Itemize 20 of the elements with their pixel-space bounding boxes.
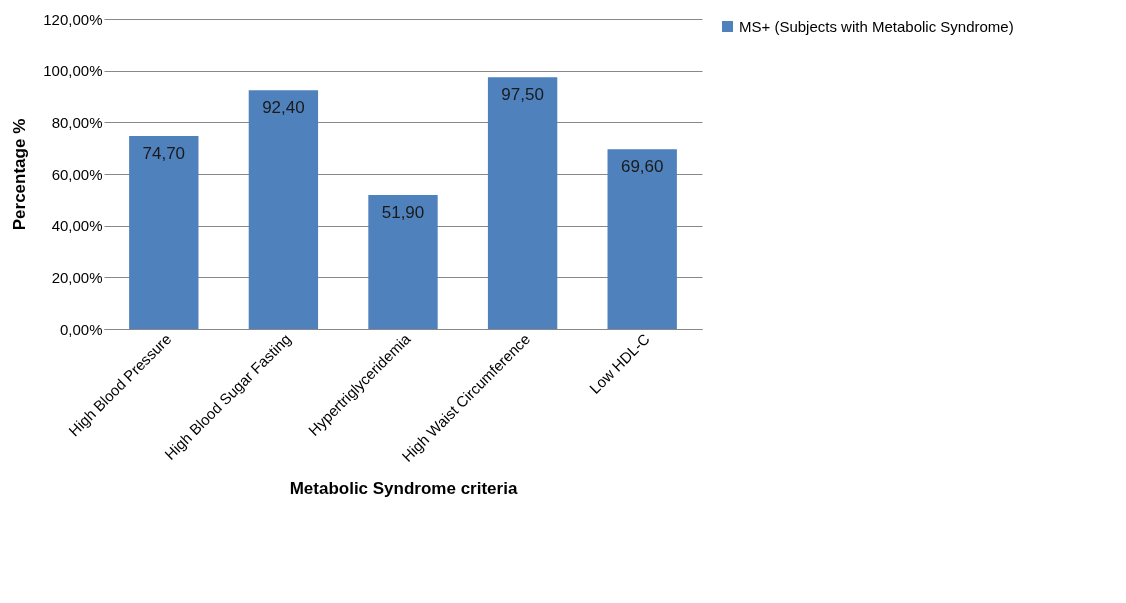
x-axis-title: Metabolic Syndrome criteria: [289, 478, 518, 498]
data-label: 97,50: [501, 85, 544, 105]
y-tick-label: 40,00%: [51, 217, 103, 235]
bar: [487, 77, 558, 329]
y-tick-label: 80,00%: [51, 113, 103, 131]
y-tick-label: 0,00%: [59, 320, 103, 338]
bar: [368, 194, 438, 329]
y-tick-label: 60,00%: [51, 165, 103, 183]
y-axis-title: Percentage %: [10, 118, 30, 231]
data-label: 92,40: [262, 98, 305, 118]
bar: [607, 149, 677, 329]
y-tick-label: 20,00%: [51, 268, 103, 286]
y-tick-label: 100,00%: [43, 62, 103, 80]
data-label: 69,60: [620, 157, 664, 177]
bar: [248, 90, 319, 329]
legend-label: MS+ (Subjects with Metabolic Syndrome): [739, 17, 1014, 35]
data-label: 74,70: [142, 144, 186, 164]
bar: [129, 136, 199, 329]
y-tick-label: 120,00%: [43, 10, 103, 28]
data-label: 51,90: [381, 202, 425, 222]
